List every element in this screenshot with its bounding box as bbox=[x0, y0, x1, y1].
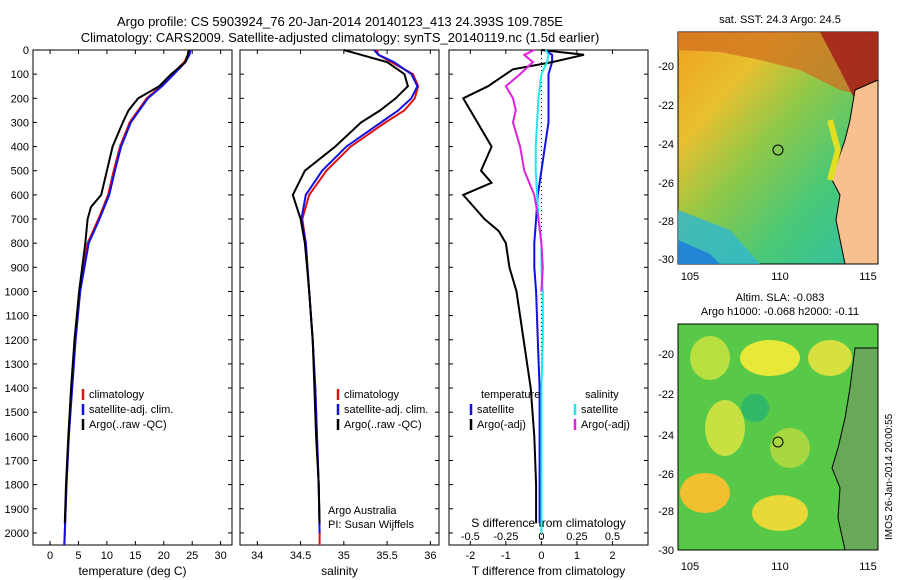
x-tick-label: 10 bbox=[101, 550, 113, 562]
sst-map: -20 -22 -24 -26 -28 -30 105 110 115 bbox=[658, 31, 879, 283]
sla-ytick: -20 bbox=[658, 349, 674, 361]
y-tick-label: 1900 bbox=[5, 504, 29, 516]
imos-timestamp: IMOS 26-Jan-2014 20:00:55 bbox=[884, 413, 895, 540]
sst-xtick: 115 bbox=[859, 271, 877, 283]
series-line-salinity-argo-adj- bbox=[504, 49, 544, 292]
y-tick-label: 1100 bbox=[5, 311, 29, 323]
series-line-argo-raw-qc- bbox=[291, 49, 410, 524]
sla-xtick: 110 bbox=[771, 561, 789, 573]
sst-ytick: -26 bbox=[658, 178, 674, 190]
plot-frame-3 bbox=[448, 49, 649, 546]
legend-entry: satellite bbox=[477, 404, 514, 416]
sla-map-title-2: Argo h1000: -0.068 h2000: -0.11 bbox=[700, 306, 860, 318]
s-diff-tick-label: -0.5 bbox=[461, 531, 480, 543]
y-tick-label: 0 bbox=[23, 45, 29, 57]
y-tick-label: 900 bbox=[11, 262, 29, 274]
x-tick-label: 25 bbox=[186, 550, 198, 562]
legend-entry: Argo(..raw -QC) bbox=[89, 419, 167, 431]
x-tick-label: 34.5 bbox=[290, 550, 311, 562]
sla-xtick: 115 bbox=[859, 561, 877, 573]
y-tick-label: 1200 bbox=[5, 335, 29, 347]
series-line-salinity-satellite bbox=[534, 49, 550, 533]
profile-plots: 0 5 10 15 20 25 300100200300400500600700800900… bbox=[5, 45, 649, 578]
sla-ytick: -24 bbox=[658, 430, 674, 442]
annotation-text: Argo Australia bbox=[328, 505, 397, 517]
plot-frame-2 bbox=[239, 49, 440, 546]
legend-entry: temperature bbox=[481, 389, 540, 401]
sst-map-title: sat. SST: 24.3 Argo: 24.5 bbox=[719, 14, 841, 26]
legend-entry: climatology bbox=[89, 389, 145, 401]
title-line-2: Climatology: CARS2009. Satellite-adjuste… bbox=[80, 30, 600, 45]
s-diff-axis-label: S difference from climatology bbox=[471, 516, 626, 530]
y-tick-label: 100 bbox=[11, 69, 29, 81]
x-tick-label: 15 bbox=[129, 550, 141, 562]
x-tick-label: 36 bbox=[424, 550, 436, 562]
legend-entry: satellite-adj. clim. bbox=[89, 404, 173, 416]
legend-entry: climatology bbox=[344, 389, 400, 401]
y-tick-label: 1000 bbox=[5, 286, 29, 298]
series-line-argo-raw-qc- bbox=[63, 49, 190, 524]
sla-ytick: -30 bbox=[658, 545, 674, 557]
x-tick-label: 2 bbox=[609, 550, 615, 562]
s-diff-tick-label: 0 bbox=[538, 531, 544, 543]
y-tick-label: 300 bbox=[11, 117, 29, 129]
x-tick-label: -1 bbox=[501, 550, 511, 562]
sst-xtick: 110 bbox=[771, 271, 789, 283]
x-tick-label: 0 bbox=[538, 550, 544, 562]
x-tick-label: 20 bbox=[158, 550, 170, 562]
sla-xtick: 105 bbox=[681, 561, 699, 573]
sst-ytick: -24 bbox=[658, 139, 674, 151]
s-diff-tick-label: 0.5 bbox=[605, 531, 620, 543]
y-tick-label: 1400 bbox=[5, 383, 29, 395]
x-tick-label: 0 bbox=[47, 550, 53, 562]
legend-entry: salinity bbox=[585, 389, 619, 401]
x-tick-label: 35 bbox=[338, 550, 350, 562]
x-tick-label: -2 bbox=[465, 550, 475, 562]
sla-map: -20 -22 -24 -26 -28 -30 105 110 115 bbox=[658, 323, 879, 573]
y-tick-label: 600 bbox=[11, 190, 29, 202]
sst-ytick: -22 bbox=[658, 100, 674, 112]
x-tick-label: 35.5 bbox=[376, 550, 397, 562]
x-tick-label: 30 bbox=[215, 550, 227, 562]
x-tick-label: 1 bbox=[574, 550, 580, 562]
legend-entry: Argo(-adj) bbox=[477, 419, 526, 431]
y-tick-label: 1700 bbox=[5, 455, 29, 467]
s-diff-tick-label: -0.25 bbox=[493, 531, 518, 543]
y-tick-label: 800 bbox=[11, 238, 29, 250]
series-line-temperature-argo-adj- bbox=[461, 49, 585, 524]
sla-ytick: -28 bbox=[658, 506, 674, 518]
y-tick-label: 1300 bbox=[5, 359, 29, 371]
sla-ytick: -26 bbox=[658, 469, 674, 481]
y-tick-label: 200 bbox=[11, 93, 29, 105]
y-tick-label: 400 bbox=[11, 142, 29, 154]
x-axis-label: T difference from climatology bbox=[472, 564, 626, 578]
sst-ytick: -30 bbox=[658, 254, 674, 266]
sla-ytick: -22 bbox=[658, 389, 674, 401]
legend-entry: Argo(-adj) bbox=[581, 419, 630, 431]
legend-entry: satellite bbox=[581, 404, 618, 416]
sst-ytick: -20 bbox=[658, 61, 674, 73]
x-axis-label: temperature (deg C) bbox=[78, 564, 186, 578]
plot-frame-1 bbox=[32, 49, 233, 546]
x-tick-label: 34 bbox=[251, 550, 263, 562]
x-axis-label: salinity bbox=[321, 564, 358, 578]
y-tick-label: 500 bbox=[11, 166, 29, 178]
y-tick-label: 1500 bbox=[5, 407, 29, 419]
sst-xtick: 105 bbox=[681, 271, 699, 283]
y-tick-label: 700 bbox=[11, 214, 29, 226]
sla-map-title-1: Altim. SLA: -0.083 bbox=[735, 292, 825, 304]
legend-entry: satellite-adj. clim. bbox=[344, 404, 428, 416]
y-tick-label: 2000 bbox=[5, 528, 29, 540]
s-diff-tick-label: 0.25 bbox=[566, 531, 587, 543]
annotation-text: PI: Susan Wijffels bbox=[328, 519, 414, 531]
legend-entry: Argo(..raw -QC) bbox=[344, 419, 422, 431]
title-line-1: Argo profile: CS 5903924_76 20-Jan-2014 … bbox=[117, 14, 563, 29]
y-tick-label: 1600 bbox=[5, 431, 29, 443]
y-tick-label: 1800 bbox=[5, 480, 29, 492]
x-tick-label: 5 bbox=[75, 550, 81, 562]
sst-ytick: -28 bbox=[658, 216, 674, 228]
